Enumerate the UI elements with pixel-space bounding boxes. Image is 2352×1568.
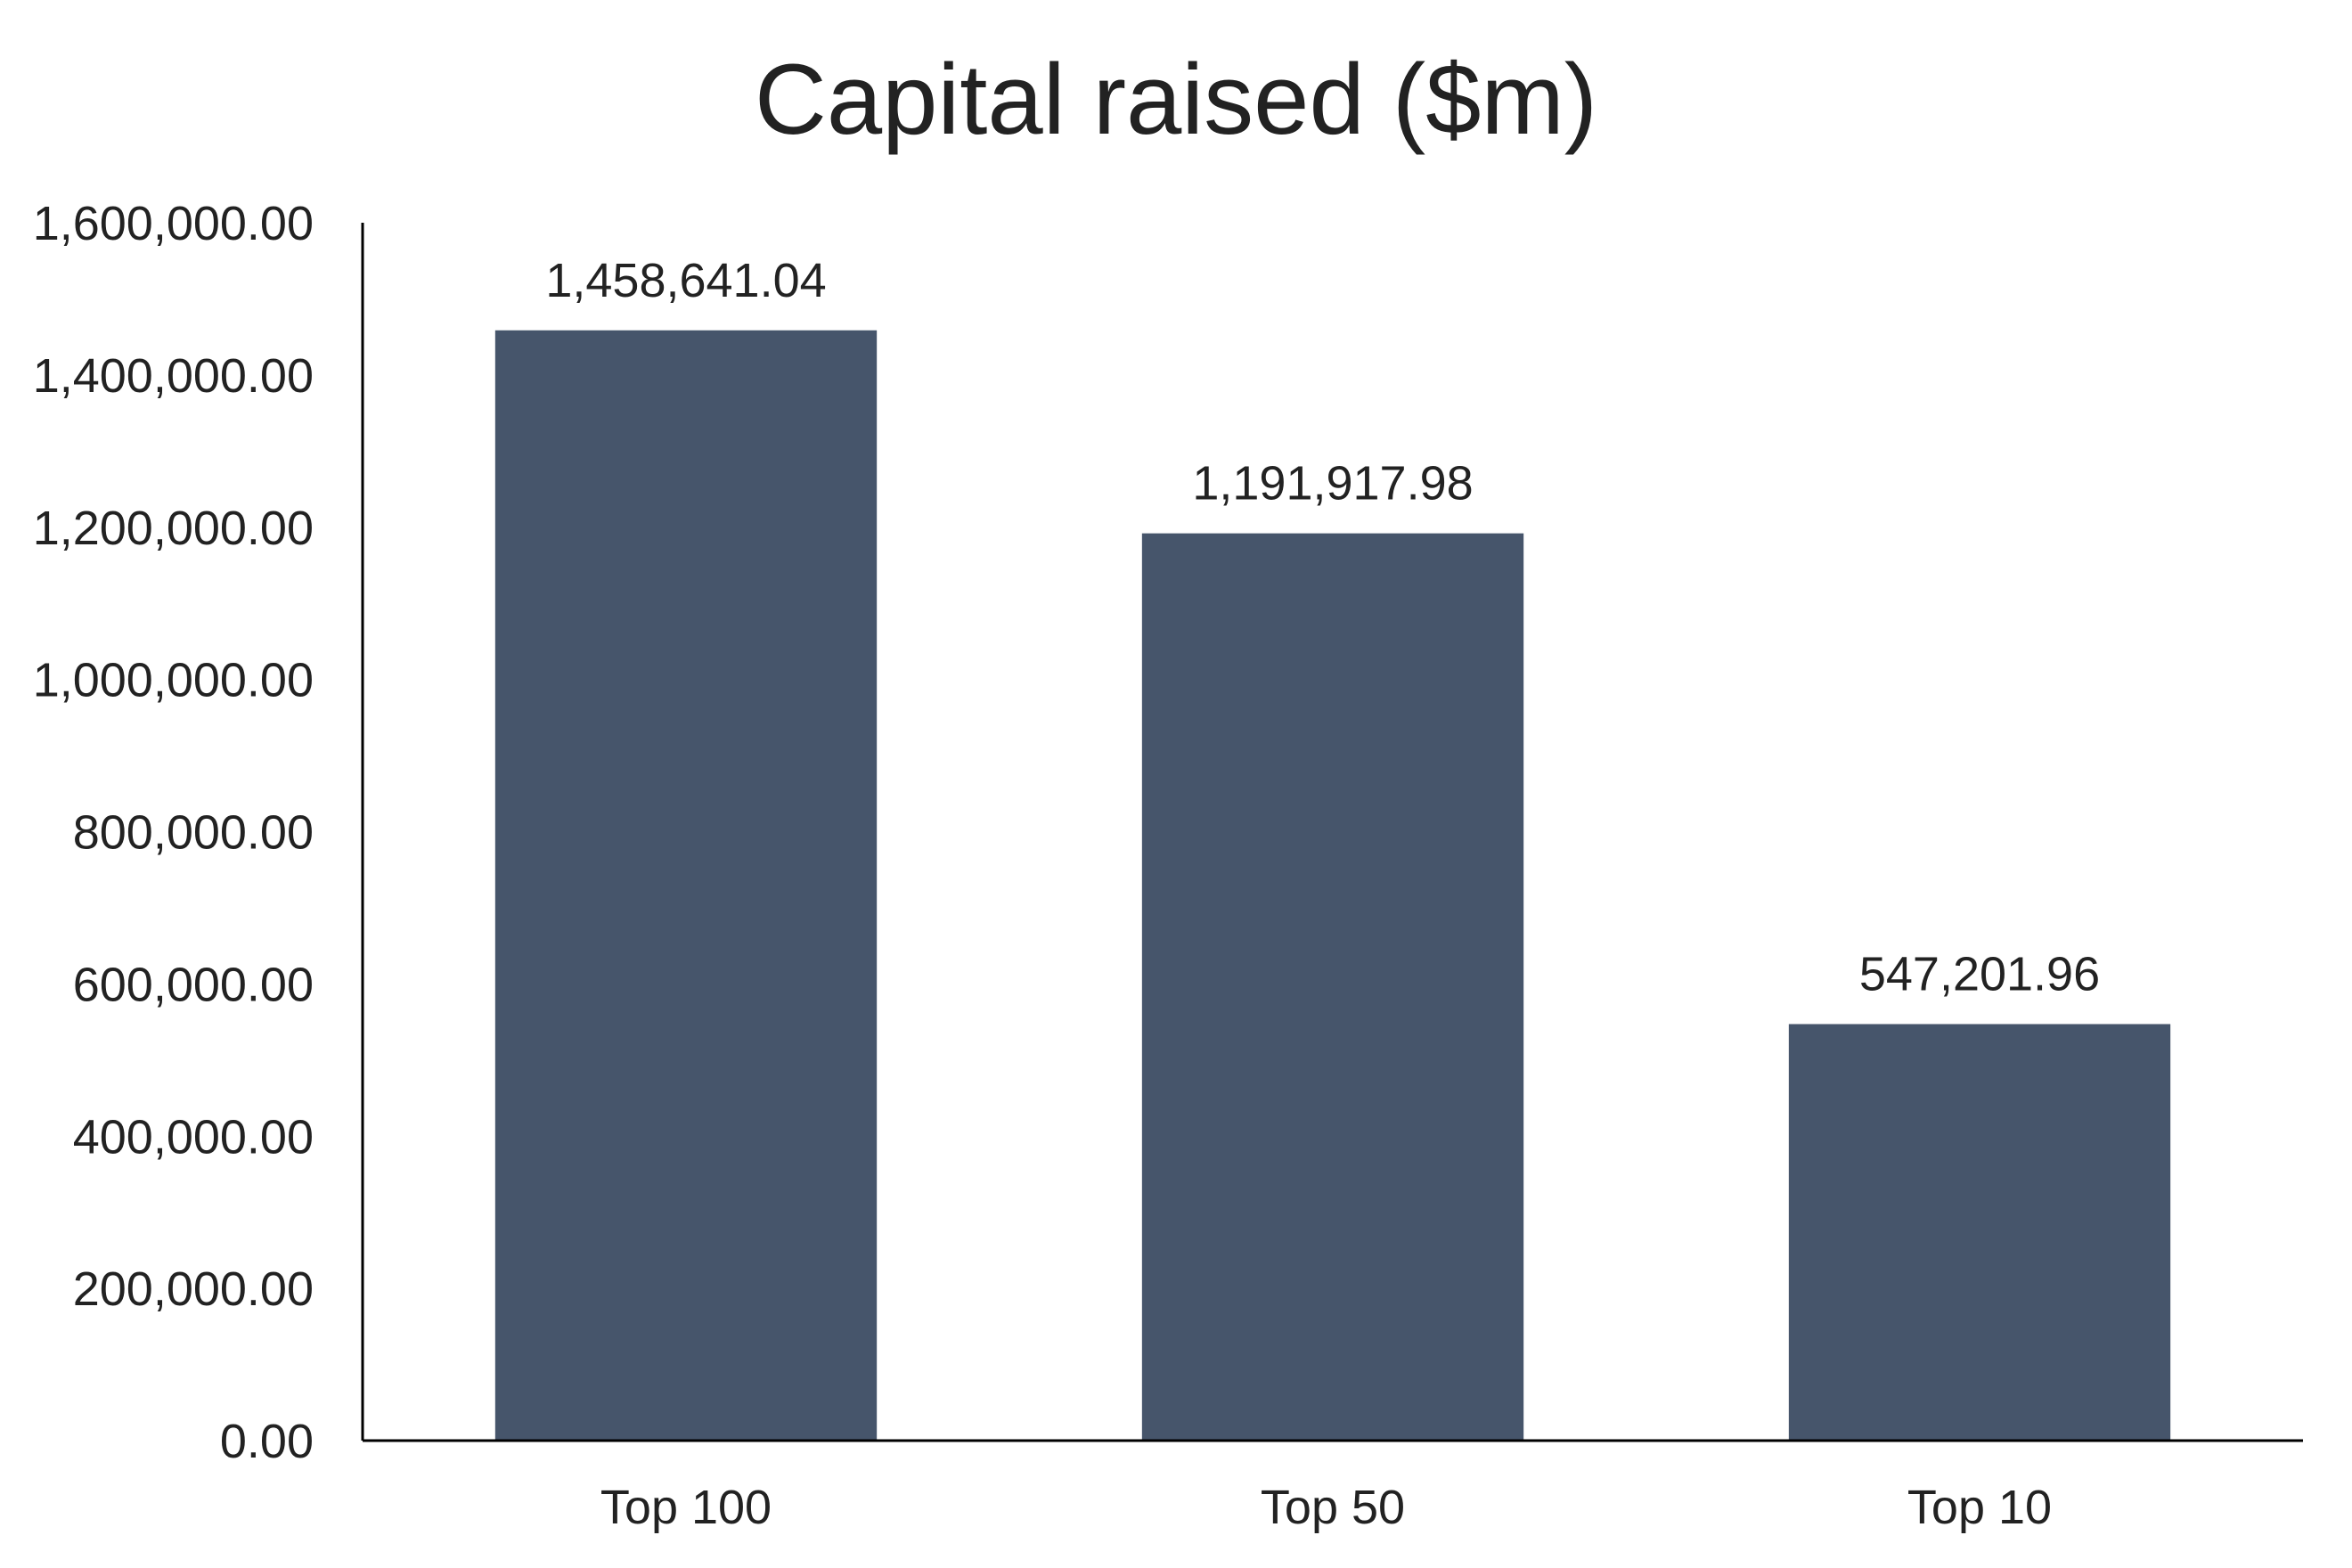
y-tick-label: 800,000.00 — [73, 806, 314, 860]
data-label: 1,458,641.04 — [545, 254, 826, 307]
data-labels-group: 1,458,641.04 1,191,917.98 547,201.96 — [545, 254, 2100, 1001]
data-label: 1,191,917.98 — [1192, 457, 1473, 510]
y-tick-label: 1,200,000.00 — [33, 502, 314, 555]
y-tick-label: 1,600,000.00 — [33, 197, 314, 250]
y-tick-label: 0.00 — [220, 1415, 314, 1468]
x-axis-labels: Top 100 Top 50 Top 10 — [600, 1481, 2052, 1534]
y-tick-label: 400,000.00 — [73, 1110, 314, 1164]
bar — [1788, 1024, 2171, 1441]
bar — [494, 330, 878, 1441]
x-tick-label: Top 10 — [1907, 1481, 2052, 1534]
y-tick-label: 600,000.00 — [73, 958, 314, 1011]
chart-title: Capital raised ($m) — [755, 44, 1597, 155]
x-tick-label: Top 100 — [600, 1481, 772, 1534]
y-axis-ticks: 0.00 200,000.00 400,000.00 600,000.00 800,00… — [33, 197, 314, 1468]
x-tick-label: Top 50 — [1261, 1481, 1405, 1534]
data-label: 547,201.96 — [1859, 947, 2100, 1000]
y-tick-label: 1,400,000.00 — [33, 349, 314, 403]
bars-group — [494, 330, 2171, 1441]
y-tick-label: 1,000,000.00 — [33, 654, 314, 707]
y-tick-label: 200,000.00 — [73, 1262, 314, 1316]
bar — [1141, 533, 1524, 1441]
